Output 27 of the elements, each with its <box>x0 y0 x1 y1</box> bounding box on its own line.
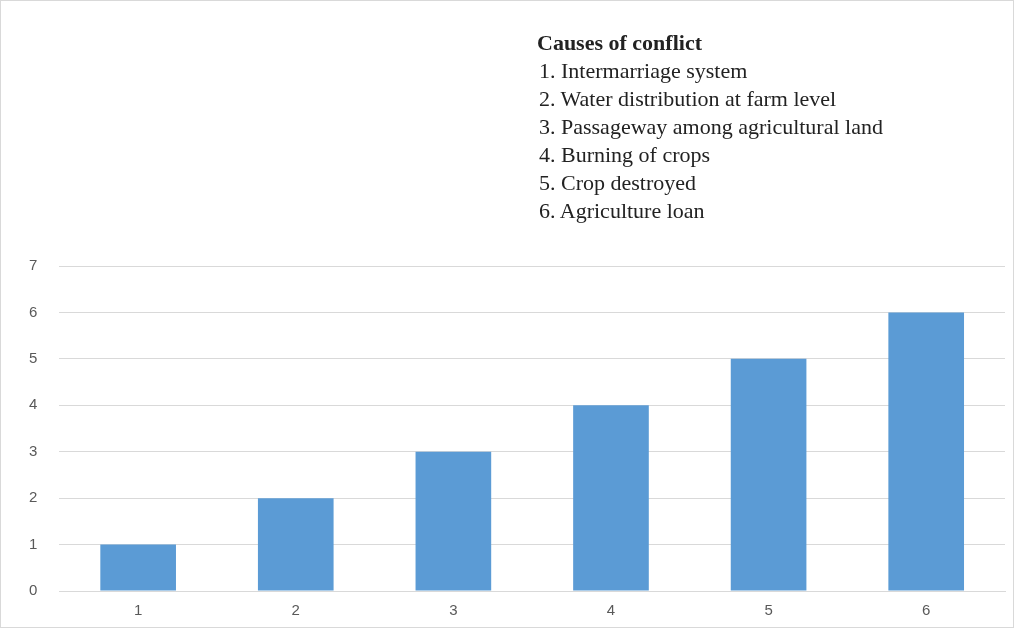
y-tick-label: 4 <box>29 395 38 413</box>
y-tick-label: 6 <box>29 302 38 320</box>
x-tick-label: 1 <box>133 601 143 619</box>
text: 5. Crop destroyed <box>538 169 698 197</box>
x-tick-label: 5 <box>764 601 773 619</box>
bar <box>415 451 492 591</box>
bar <box>100 544 176 591</box>
y-tick-label: 2 <box>29 488 38 506</box>
y-tick-label: 7 <box>29 256 38 274</box>
text: 4. Burning of crops <box>538 141 712 169</box>
text: 6. Agriculture loan <box>538 197 706 225</box>
bar <box>888 312 965 591</box>
text: 1. Intermarriage system <box>538 57 749 85</box>
x-tick-label: 2 <box>291 601 300 619</box>
y-tick-label: 1 <box>29 534 38 552</box>
x-tick-label: 6 <box>922 601 931 619</box>
bar <box>257 498 334 591</box>
y-tick-label: 5 <box>29 349 38 366</box>
x-tick-label: 3 <box>449 601 458 619</box>
text: 2. Water distribution at farm level <box>538 85 838 113</box>
y-tick-label: 0 <box>29 581 38 599</box>
bar <box>573 405 649 591</box>
bar <box>730 358 807 591</box>
chart-title: Causes of conflict <box>537 29 703 57</box>
x-tick-label: 4 <box>606 601 616 619</box>
text: 3. Passageway among agricultural land <box>538 113 883 141</box>
y-tick-label: 3 <box>29 441 38 459</box>
